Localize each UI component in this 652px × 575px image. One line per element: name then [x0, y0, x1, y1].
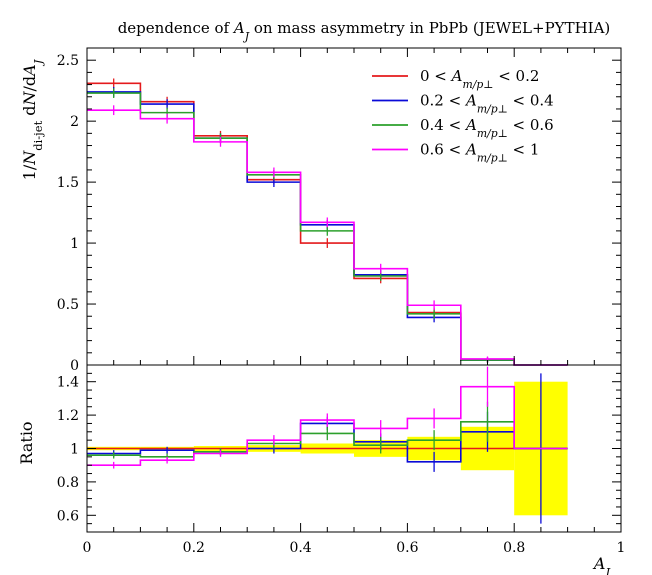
- ratio-y-tick-label: 1: [70, 442, 79, 458]
- main-y-tick-label: 0.5: [57, 297, 79, 313]
- main-y-axis-label: 1/Ndi-jet dN/dAJ: [20, 58, 45, 180]
- main-y-tick-label: 0: [70, 358, 79, 374]
- x-tick-label: 0.2: [183, 540, 205, 556]
- x-tick-label: 0.4: [289, 540, 311, 556]
- axes: 0 0.2 0.4 0.6 0.8 1 0 0.5 1 1.5 2 2.5 0.6 0.8 1 1.2 1.4: [57, 47, 626, 556]
- main-series: [87, 78, 568, 366]
- ratio-y-tick-label: 1.4: [57, 375, 79, 391]
- x-tick-label: 0: [83, 540, 92, 556]
- ratio-y-tick-label: 0.6: [57, 508, 79, 524]
- legend-label: 0.6 < Am/p⊥ < 1: [420, 141, 539, 165]
- legend-label: 0.2 < Am/p⊥ < 0.4: [420, 92, 554, 116]
- x-axis-label: AJ: [592, 554, 612, 575]
- x-tick-label: 1: [617, 540, 626, 556]
- main-y-tick-label: 1: [70, 236, 79, 252]
- x-tick-label: 0.8: [503, 540, 525, 556]
- legend-label: 0 < Am/p⊥ < 0.2: [420, 67, 539, 91]
- main-y-tick-label: 2.5: [57, 53, 79, 69]
- ratio-series: [87, 366, 568, 524]
- main-y-tick-label: 1.5: [57, 175, 79, 191]
- x-tick-label: 0.6: [396, 540, 418, 556]
- ratio-y-axis-label: Ratio: [17, 421, 36, 464]
- legend: 0 < Am/p⊥ < 0.20.2 < Am/p⊥ < 0.40.4 < Am…: [372, 67, 554, 164]
- chart-title: dependence of AJ on mass asymmetry in Pb…: [118, 19, 611, 43]
- ratio-y-tick-label: 1.2: [57, 408, 79, 424]
- main-series-line-3: [87, 109, 568, 366]
- ratio-y-tick-label: 0.8: [57, 475, 79, 491]
- legend-label: 0.4 < Am/p⊥ < 0.6: [420, 116, 554, 140]
- main-y-tick-label: 2: [70, 114, 79, 130]
